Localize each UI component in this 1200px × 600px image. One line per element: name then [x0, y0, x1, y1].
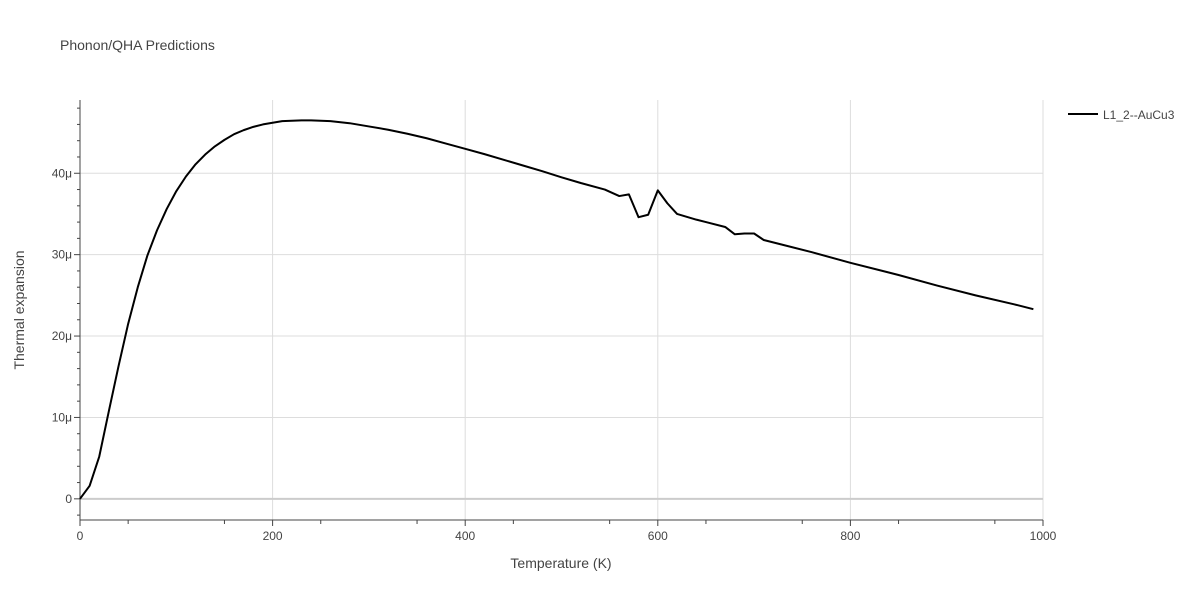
y-axis-title: Thermal expansion	[11, 250, 27, 369]
x-tick-label: 400	[455, 529, 475, 543]
legend-label: L1_2--AuCu3	[1103, 108, 1175, 122]
y-tick-label: 20μ	[52, 329, 72, 343]
x-tick-label: 0	[77, 529, 84, 543]
grid-layer	[80, 100, 1044, 520]
x-tick-label: 600	[648, 529, 668, 543]
axes-layer: 0 200 400 600 800 1000 0 10μ 20μ 30μ 40μ	[52, 100, 1057, 543]
chart-title: Phonon/QHA Predictions	[60, 37, 215, 53]
series-layer	[79, 119, 1034, 500]
x-tick-label: 800	[840, 529, 860, 543]
series-line[interactable]	[79, 119, 1034, 500]
legend[interactable]: L1_2--AuCu3	[1068, 108, 1175, 122]
x-axis-title: Temperature (K)	[510, 555, 611, 571]
y-tick-label: 30μ	[52, 248, 72, 262]
y-tick-label: 40μ	[52, 166, 72, 180]
y-tick-label: 0	[65, 492, 72, 506]
x-tick-label: 200	[263, 529, 283, 543]
y-tick-label: 10μ	[52, 410, 72, 424]
x-tick-label: 1000	[1030, 529, 1057, 543]
